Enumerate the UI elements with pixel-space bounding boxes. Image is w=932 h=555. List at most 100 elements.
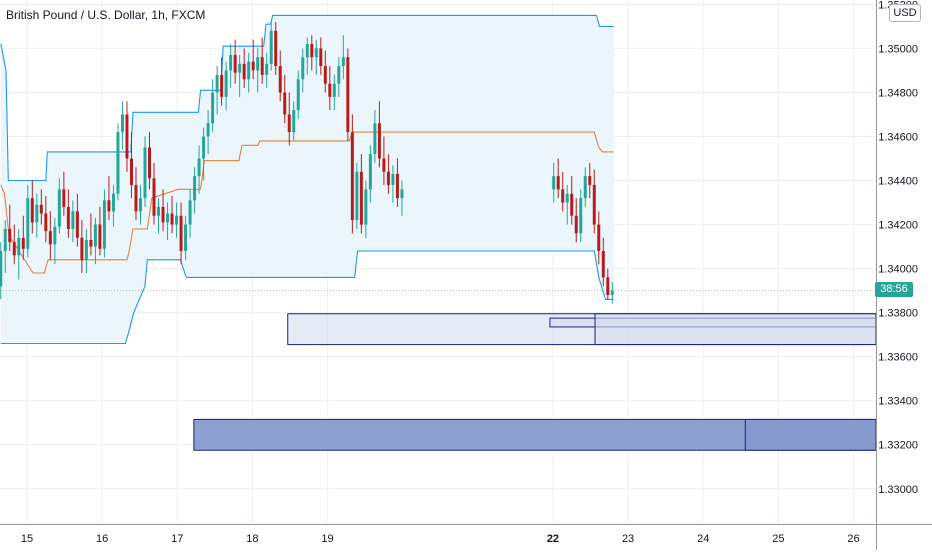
candle-body — [301, 57, 305, 80]
candle-body — [305, 44, 309, 58]
y-tick-label: 1.33000 — [878, 484, 918, 496]
candle-body — [341, 57, 345, 67]
candle-body — [21, 237, 25, 249]
candle-body — [400, 189, 404, 199]
candle-body — [111, 193, 115, 212]
countdown-badge: 38:56 — [875, 282, 913, 297]
candle-body — [125, 114, 129, 159]
candle-body — [269, 30, 273, 64]
candle-body — [224, 70, 228, 97]
candle-body — [62, 189, 66, 207]
candle-body — [310, 44, 314, 58]
y-tick-label: 1.34200 — [878, 220, 918, 232]
candle-body — [134, 184, 138, 212]
demand-zone-dark — [744, 418, 877, 451]
candle-body — [138, 198, 142, 212]
candle-body — [120, 114, 124, 133]
candle-body — [107, 200, 111, 212]
x-tick-label: 26 — [847, 533, 859, 545]
candle-body — [93, 224, 97, 247]
y-tick-label: 1.34000 — [878, 264, 918, 276]
candle-body — [377, 123, 381, 159]
price-axis-background — [876, 0, 932, 550]
candle-body — [323, 66, 327, 84]
candle-body — [233, 55, 237, 73]
candle-body — [102, 200, 106, 249]
candle-body — [556, 176, 560, 190]
candle-body — [355, 171, 359, 221]
candle-body — [251, 61, 255, 71]
candle-body — [80, 237, 84, 260]
candle-body — [382, 158, 386, 172]
candle-body — [184, 224, 188, 251]
candle-body — [206, 123, 210, 137]
candle-body — [229, 55, 233, 71]
candle-body — [597, 224, 601, 251]
lower-band-line — [0, 250, 614, 345]
candle-body — [274, 30, 278, 67]
candle-body — [170, 213, 174, 225]
candle-body — [359, 171, 363, 225]
candle-body — [265, 63, 269, 75]
candle-body — [89, 239, 93, 247]
x-tick-label: 22 — [547, 533, 559, 545]
candle-body — [328, 83, 332, 97]
candle-body — [278, 66, 282, 93]
x-tick-label: 19 — [321, 533, 333, 545]
candle-body — [157, 206, 161, 216]
y-tick-label: 1.34600 — [878, 132, 918, 144]
candle-body — [364, 189, 368, 225]
candle-body — [161, 206, 165, 223]
candle-body — [0, 250, 3, 287]
candle-body — [610, 290, 614, 296]
candle-body — [283, 92, 287, 115]
candle-body — [319, 48, 323, 67]
x-tick-label: 16 — [96, 533, 108, 545]
candle-body — [44, 213, 48, 232]
candle-body — [565, 193, 569, 203]
candle-body — [215, 74, 219, 93]
candle-body — [148, 147, 152, 179]
candle-body — [292, 110, 296, 133]
candle-body — [8, 228, 12, 243]
currency-button[interactable]: USD — [889, 4, 921, 22]
chart-title: British Pound / U.S. Dollar, 1h, FXCM — [6, 8, 206, 22]
candle-body — [332, 83, 336, 97]
candle-body — [17, 237, 21, 256]
candle-body — [179, 215, 183, 251]
candle-body — [98, 224, 102, 249]
candle-body — [588, 176, 592, 185]
candle-body — [166, 213, 170, 223]
candle-body — [570, 193, 574, 216]
candle-body — [296, 79, 300, 111]
y-tick-label: 1.33200 — [878, 440, 918, 452]
candle-body — [211, 92, 215, 124]
candle-body — [373, 123, 377, 155]
candle-body — [574, 215, 578, 234]
x-tick-label: 18 — [246, 533, 258, 545]
candle-body — [116, 132, 120, 194]
candle-body — [39, 204, 43, 214]
candle-body — [337, 66, 341, 84]
candle-body — [188, 200, 192, 225]
candle-body — [129, 158, 133, 185]
x-tick-label: 23 — [622, 533, 634, 545]
candle-body — [66, 206, 70, 229]
candle-body — [143, 147, 147, 199]
candle-body — [35, 204, 39, 223]
candle-body — [606, 277, 610, 296]
zones — [193, 313, 877, 451]
candle-body — [175, 215, 179, 225]
candle-body — [53, 226, 57, 245]
candle-body — [386, 171, 390, 185]
candle-body — [220, 74, 224, 97]
candle-body — [30, 198, 34, 223]
candle-body — [346, 57, 350, 133]
candle-body — [152, 178, 156, 216]
y-tick-label: 1.33800 — [878, 308, 918, 320]
y-tick-label: 1.33600 — [878, 352, 918, 364]
candles — [0, 22, 876, 304]
candle-body — [368, 154, 372, 190]
